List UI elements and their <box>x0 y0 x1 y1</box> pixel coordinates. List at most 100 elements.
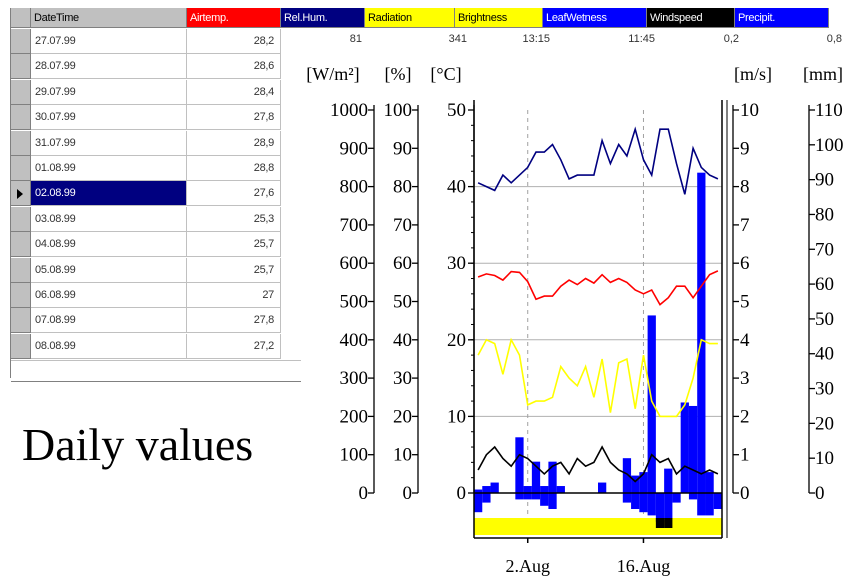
cell-airtemp[interactable]: 28,4 <box>187 79 281 105</box>
tick-label-radiation: 0 <box>359 483 369 504</box>
precip-bar <box>680 402 689 493</box>
cell-airtemp[interactable]: 27,8 <box>187 308 281 334</box>
row-indicator[interactable] <box>11 156 31 181</box>
tick-label-humidity: 90 <box>393 138 412 159</box>
cell-datetime[interactable]: 05.08.99 <box>31 257 187 283</box>
tick-label-precip: 80 <box>815 204 834 225</box>
tick-label-radiation: 300 <box>340 368 369 389</box>
header-corner <box>11 8 31 28</box>
cell-datetime[interactable]: 04.08.99 <box>31 232 187 258</box>
column-header-datetime[interactable]: DateTime <box>31 8 187 28</box>
precip-bar <box>548 461 557 493</box>
leafwetness-bar <box>474 493 483 513</box>
table-row[interactable]: 28.07.99 28,6 <box>11 54 281 80</box>
column-header-airtemp[interactable]: Airtemp. <box>187 8 281 28</box>
cell-datetime[interactable]: 29.07.99 <box>31 79 187 105</box>
column-header-windspeed[interactable]: Windspeed <box>647 8 735 28</box>
cell-datetime[interactable]: 01.08.99 <box>31 156 187 181</box>
cell-airtemp[interactable]: 28,9 <box>187 130 281 156</box>
leafwetness-band <box>474 518 722 535</box>
leafwetness-bar <box>523 493 532 500</box>
wind-bar <box>655 518 665 528</box>
precip-bar <box>556 486 565 493</box>
tick-label-wind: 9 <box>740 138 750 159</box>
cell-datetime[interactable]: 03.08.99 <box>31 206 187 232</box>
table-row[interactable]: 27.07.99 28,2 <box>11 29 281 54</box>
tick-label-wind: 3 <box>740 368 750 389</box>
row-indicator[interactable] <box>11 54 31 80</box>
tick-label-radiation: 100 <box>340 445 369 466</box>
tick-label-wind: 7 <box>740 215 750 236</box>
axis-unit-temperature: [°C] <box>430 64 461 84</box>
tick-label-precip: 50 <box>815 309 834 330</box>
cell-datetime[interactable]: 27.07.99 <box>31 29 187 54</box>
table-row[interactable]: 08.08.99 27,2 <box>11 333 281 359</box>
current-row-arrow-icon <box>17 189 23 200</box>
cell-airtemp[interactable]: 27,8 <box>187 105 281 131</box>
cell-datetime[interactable]: 28.07.99 <box>31 54 187 80</box>
table-row[interactable]: 06.08.99 27 <box>11 283 281 308</box>
tick-label-precip: 30 <box>815 379 834 400</box>
cell-datetime[interactable]: 06.08.99 <box>31 283 187 308</box>
tick-label-wind: 4 <box>740 330 750 351</box>
tick-label-precip: 60 <box>815 274 834 295</box>
table-row[interactable]: 29.07.99 28,4 <box>11 79 281 105</box>
first-row-extra-value: 341 <box>448 33 467 45</box>
precip-bar <box>490 482 499 493</box>
table-row[interactable]: 01.08.99 28,8 <box>11 156 281 181</box>
row-indicator[interactable] <box>11 29 31 54</box>
table-row[interactable]: 02.08.99 27,6 <box>11 181 281 207</box>
tick-label-humidity: 80 <box>393 177 412 198</box>
cell-airtemp[interactable]: 25,3 <box>187 206 281 232</box>
precip-bar <box>531 461 541 493</box>
axis-unit-wind: [m/s] <box>734 64 772 84</box>
cell-airtemp[interactable]: 27,6 <box>187 181 281 207</box>
column-header-relhum[interactable]: Rel.Hum. <box>281 8 365 28</box>
table-row[interactable]: 04.08.99 25,7 <box>11 232 281 258</box>
first-row-extra-values: 81 341 13:15 11:45 0,2 0,8 <box>300 33 843 53</box>
row-indicator[interactable] <box>11 283 31 308</box>
data-grid[interactable]: DateTime Airtemp. Rel.Hum. Radiation Brightn… <box>10 8 829 382</box>
row-indicator[interactable] <box>11 206 31 232</box>
precip-bar <box>540 486 549 493</box>
table-row[interactable]: 30.07.99 27,8 <box>11 105 281 131</box>
cell-airtemp[interactable]: 28,8 <box>187 156 281 181</box>
precip-bar <box>705 472 714 493</box>
row-indicator[interactable] <box>11 232 31 258</box>
column-header-brightness[interactable]: Brightness <box>455 8 543 28</box>
cell-airtemp[interactable]: 25,7 <box>187 232 281 258</box>
cell-datetime[interactable]: 31.07.99 <box>31 130 187 156</box>
tick-label-humidity: 10 <box>393 445 412 466</box>
row-indicator[interactable] <box>11 257 31 283</box>
tick-label-humidity: 30 <box>393 368 412 389</box>
grid-empty-area <box>11 360 301 382</box>
cell-airtemp[interactable]: 25,7 <box>187 257 281 283</box>
cell-airtemp[interactable]: 28,6 <box>187 54 281 80</box>
cell-datetime[interactable]: 02.08.99 <box>31 181 187 207</box>
row-indicator[interactable] <box>11 105 31 131</box>
row-indicator[interactable] <box>11 308 31 334</box>
cell-airtemp[interactable]: 28,2 <box>187 29 281 54</box>
first-row-extra-value: 13:15 <box>522 33 550 45</box>
row-indicator[interactable] <box>11 333 31 359</box>
row-indicator[interactable] <box>11 181 31 207</box>
cell-airtemp[interactable]: 27,2 <box>187 333 281 359</box>
column-header-leafwetness[interactable]: LeafWetness <box>543 8 647 28</box>
cell-datetime[interactable]: 30.07.99 <box>31 105 187 131</box>
column-header-precipit[interactable]: Precipit. <box>735 8 829 28</box>
cell-datetime[interactable]: 07.08.99 <box>31 308 187 334</box>
table-row[interactable]: 07.08.99 27,8 <box>11 308 281 334</box>
tick-label-radiation: 200 <box>340 406 369 427</box>
table-row[interactable]: 31.07.99 28,9 <box>11 130 281 156</box>
table-row[interactable]: 03.08.99 25,3 <box>11 206 281 232</box>
column-header-radiation[interactable]: Radiation <box>365 8 455 28</box>
precip-bar <box>482 486 491 493</box>
axis-unit-precip: [mm] <box>803 64 843 84</box>
row-indicator[interactable] <box>11 130 31 156</box>
cell-airtemp[interactable]: 27 <box>187 283 281 308</box>
table-row[interactable]: 05.08.99 25,7 <box>11 257 281 283</box>
cell-datetime[interactable]: 08.08.99 <box>31 333 187 359</box>
row-indicator[interactable] <box>11 79 31 105</box>
tick-label-radiation: 1000 <box>330 100 368 121</box>
